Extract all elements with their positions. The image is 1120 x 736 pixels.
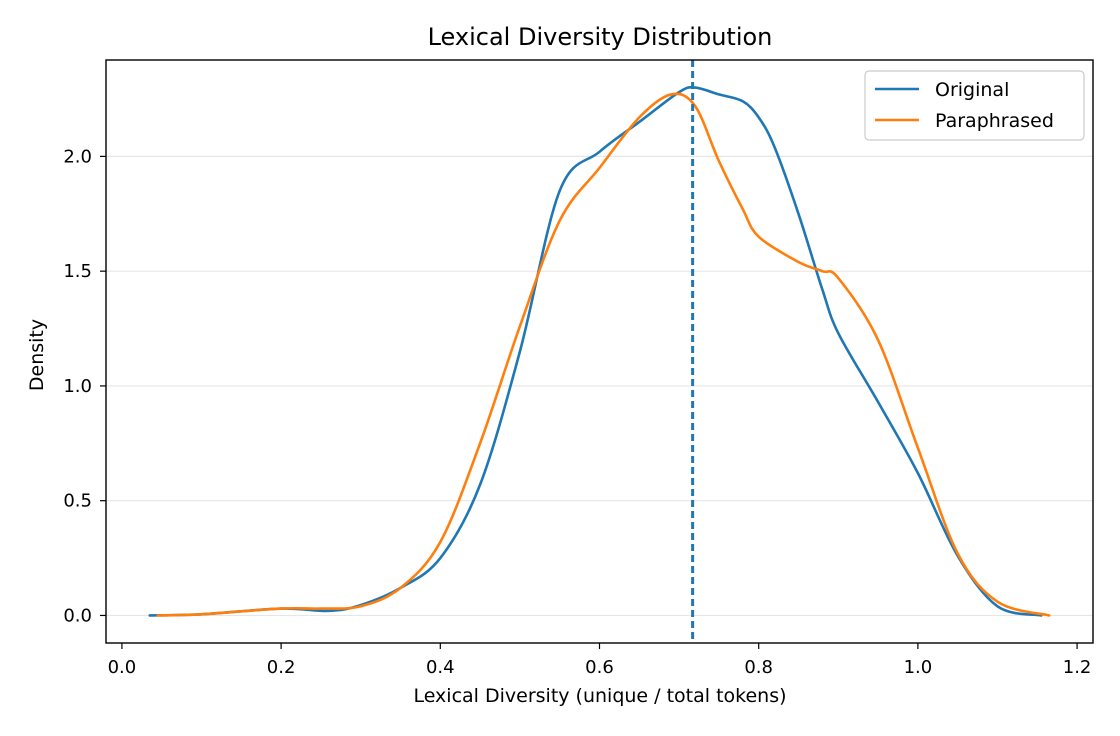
x-tick-label: 0.2: [267, 657, 296, 678]
legend-label-paraphrased: Paraphrased: [935, 110, 1054, 132]
x-tick-label: 0.8: [744, 657, 773, 678]
y-axis-label: Density: [26, 319, 48, 391]
axis-ticks: 0.0 0.5 1.0 1.5 2.0 0.0 0.2 0.4 0.6 0.8 1.0 1.2: [63, 146, 1091, 678]
x-tick-label: 0.4: [426, 657, 455, 678]
x-tick-label: 0.0: [108, 657, 137, 678]
x-axis-label: Lexical Diversity (unique / total tokens…: [413, 685, 786, 707]
x-tick-label: 1.0: [904, 657, 933, 678]
y-tick-label: 0.0: [63, 605, 92, 626]
chart-title: Lexical Diversity Distribution: [428, 23, 773, 51]
y-tick-label: 1.5: [63, 261, 92, 282]
gridlines: [106, 155, 1093, 617]
series-line-original: [148, 85, 1043, 617]
axes-frame: [105, 59, 1094, 644]
x-tick-label: 0.6: [585, 657, 614, 678]
x-tick-label: 1.2: [1063, 657, 1092, 678]
plot-area: [148, 60, 1051, 643]
legend-label-original: Original: [935, 79, 1009, 101]
y-tick-label: 1.0: [63, 376, 92, 397]
y-tick-label: 2.0: [63, 146, 92, 167]
legend-box: [864, 70, 1085, 141]
legend: Original Paraphrased: [864, 70, 1085, 141]
series-line-paraphrased: [156, 92, 1051, 617]
y-tick-label: 0.5: [63, 491, 92, 512]
